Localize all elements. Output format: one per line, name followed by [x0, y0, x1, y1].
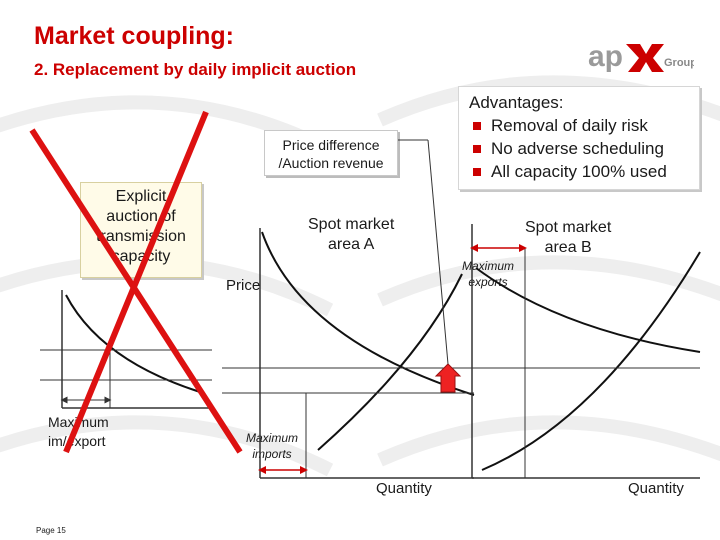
page-number: Page 15 [36, 526, 66, 535]
advantage-item: No adverse scheduling [469, 137, 691, 160]
max-imexport-line: Maximum [48, 414, 109, 430]
advantages-box: Advantages: Removal of daily risk No adv… [458, 86, 700, 190]
page-subtitle: 2. Replacement by daily implicit auction [34, 60, 357, 79]
spot-a-line: Spot market [308, 216, 395, 233]
explicit-auction-line: transmission [96, 228, 186, 245]
advantage-item: Removal of daily risk [469, 114, 691, 137]
apx-group-logo: ap Group [588, 40, 694, 73]
maximum-imports-label: Maximum imports [246, 430, 298, 462]
spot-b-line: area B [544, 239, 592, 256]
explicit-auction-box: Explicit auction of transmission capacit… [80, 182, 202, 278]
bullet-square-icon [473, 167, 481, 176]
spot-a-line: area A [328, 236, 375, 253]
advantage-text: All capacity 100% used [491, 162, 667, 181]
explicit-auction-line: capacity [111, 248, 171, 265]
maximum-imexport-label: Maximum im/export [48, 413, 109, 451]
bullet-square-icon [473, 144, 481, 153]
advantage-text: No adverse scheduling [491, 139, 664, 158]
callout-line: /Auction revenue [278, 155, 384, 171]
explicit-auction-line: Explicit [115, 188, 167, 205]
page-title: Market coupling: [34, 22, 235, 50]
max-imports-line: imports [252, 447, 292, 461]
svg-text:Group: Group [664, 57, 694, 69]
advantages-title: Advantages: [469, 93, 564, 112]
spot-market-b-label: Spot market area B [525, 218, 611, 258]
callout-line: Price difference [282, 137, 380, 153]
bullet-square-icon [473, 121, 481, 130]
svg-text:ap: ap [588, 40, 623, 73]
max-imexport-line: im/export [48, 433, 106, 449]
advantage-text: Removal of daily risk [491, 116, 648, 135]
price-difference-callout: Price difference /Auction revenue [264, 130, 398, 176]
maximum-exports-label: Maximum exports [462, 258, 514, 290]
quantity-axis-label-a: Quantity [376, 480, 432, 497]
quantity-axis-label-b: Quantity [628, 480, 684, 497]
spot-market-a-label: Spot market area A [308, 215, 394, 255]
max-imports-line: Maximum [246, 431, 299, 445]
explicit-auction-line: auction of [106, 208, 176, 225]
spot-b-line: Spot market [525, 219, 612, 236]
price-axis-label: Price [226, 277, 261, 294]
max-exports-line: exports [468, 275, 508, 289]
advantage-item: All capacity 100% used [469, 160, 691, 183]
max-exports-line: Maximum [462, 259, 515, 273]
